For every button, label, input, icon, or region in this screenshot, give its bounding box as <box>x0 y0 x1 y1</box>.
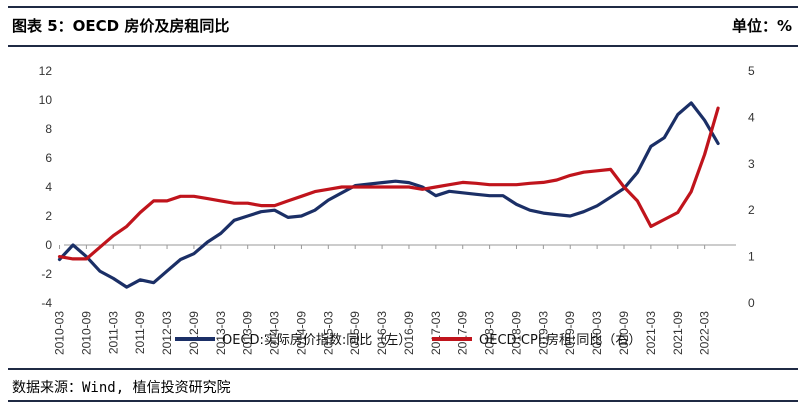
x-tick-label: 2016-03 <box>375 311 389 355</box>
top-rule <box>8 6 798 8</box>
series-line-rent <box>57 106 720 261</box>
x-tick-label: 2014-03 <box>268 311 282 355</box>
left-tick-label: 0 <box>45 238 52 252</box>
left-tick-label: 4 <box>45 180 52 194</box>
right-tick-label: 3 <box>748 157 755 171</box>
chart-title: 图表 5：OECD 房价及房租同比 <box>12 17 230 35</box>
x-tick-label: 2011-09 <box>133 311 147 354</box>
series-line-house-price <box>57 101 720 289</box>
source-note: 数据来源：Wind, 植信投资研究院 <box>12 380 231 396</box>
left-tick-label: 6 <box>45 151 52 165</box>
x-tick-label: 2017-09 <box>456 311 470 355</box>
x-tick-label: 2015-09 <box>348 311 362 355</box>
right-tick-label: 0 <box>748 296 755 310</box>
legend-label-house-price: OECD:实际房价指数:同比（左） <box>222 332 411 348</box>
x-tick-label: 2013-03 <box>214 311 228 355</box>
x-tick-label: 2015-03 <box>321 311 335 355</box>
footer-rule <box>8 368 798 370</box>
left-tick-label: -4 <box>41 296 52 310</box>
legend-label-rent: OECD:CPI:房租:同比（右） <box>479 332 641 348</box>
unit-label: 单位：% <box>731 17 792 35</box>
x-axis: 2010-03 2010-09 2011-03 2011-09 2012-03 2012-… <box>53 244 736 355</box>
right-tick-label: 1 <box>748 250 755 264</box>
left-tick-label: 2 <box>45 209 52 223</box>
x-tick-label: 2022-03 <box>698 311 712 355</box>
x-tick-label: 2012-03 <box>160 311 174 355</box>
left-tick-label: 10 <box>39 93 53 107</box>
x-tick-label: 2021-03 <box>644 311 658 355</box>
x-tick-label: 2013-09 <box>241 311 255 355</box>
x-tick-label: 2020-03 <box>590 311 604 355</box>
x-tick-label: 2016-09 <box>402 311 416 355</box>
header-rule <box>8 45 798 47</box>
left-tick-label: -2 <box>41 267 52 281</box>
right-tick-label: 5 <box>748 64 755 78</box>
left-axis: 12 10 8 6 4 2 0 -2 -4 <box>39 64 53 310</box>
right-axis: 5 4 3 2 1 0 <box>748 64 755 310</box>
x-tick-label: 2010-09 <box>79 311 93 355</box>
x-tick-label: 2020-09 <box>617 311 631 355</box>
left-tick-label: 12 <box>39 64 53 78</box>
x-tick-label: 2012-09 <box>187 311 201 355</box>
left-tick-label: 8 <box>45 122 52 136</box>
legend: OECD:实际房价指数:同比（左） OECD:CPI:房租:同比（右） <box>175 332 641 348</box>
x-tick-label: 2021-09 <box>671 311 685 355</box>
right-tick-label: 4 <box>748 110 755 124</box>
x-tick-label: 2014-09 <box>294 311 308 355</box>
x-tick-label: 2019-09 <box>563 311 577 355</box>
x-tick-label: 2017-03 <box>429 311 443 355</box>
x-tick-label: 2018-03 <box>483 311 497 355</box>
x-tick-label: 2010-03 <box>53 311 67 355</box>
x-tick-label: 2018-09 <box>509 311 523 355</box>
bottom-rule <box>8 400 798 402</box>
x-tick-label: 2011-03 <box>106 311 120 354</box>
x-tick-label: 2019-03 <box>536 311 550 355</box>
series-layer <box>57 101 720 289</box>
right-tick-label: 2 <box>748 203 755 217</box>
